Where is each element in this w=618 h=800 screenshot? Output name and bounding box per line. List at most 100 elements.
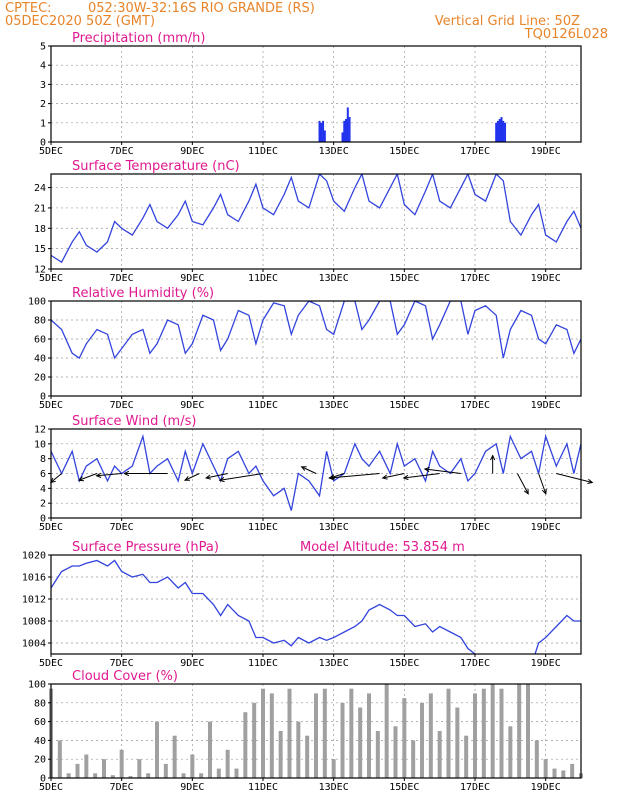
x-tick-label: 19DEC (531, 782, 561, 793)
panel-frame (50, 300, 582, 397)
series-line (51, 174, 581, 264)
cloud-cover-bar (428, 693, 433, 778)
panel-title: Surface Wind (m/s) (72, 414, 196, 429)
precip-bar (502, 120, 505, 142)
wind-arrow-head (490, 454, 496, 461)
y-tick-label: 12 (34, 265, 46, 276)
x-tick-label: 9DEC (180, 522, 204, 533)
wind-arrow-head (95, 472, 102, 478)
wind-arrow (49, 473, 62, 484)
y-tick-label: 5 (40, 42, 46, 53)
wind-arrow-head (587, 478, 594, 484)
panel-4: 1004 1008 1012 1016 1020 5DEC 7DEC 9DEC 11DEC 13D… (22, 540, 582, 669)
wind-arrow (218, 473, 264, 483)
y-tick-label: 4 (40, 61, 46, 72)
x-tick-label: 11DEC (248, 400, 278, 411)
x-tick-label: 19DEC (531, 273, 561, 284)
x-tick-label: 17DEC (460, 273, 490, 284)
cloud-cover-bar (464, 735, 469, 778)
x-tick-label: 15DEC (389, 782, 419, 793)
wind-arrow-shaft (538, 473, 547, 494)
wind-arrow-shaft (329, 473, 380, 479)
x-tick-label: 11DEC (248, 273, 278, 284)
wind-arrow (328, 473, 380, 481)
wind-arrow (204, 473, 228, 480)
cloud-cover-bar (128, 776, 133, 778)
panel-2: 0 20 40 60 80 100 5DEC 7DEC 9DEC 11DEC 13DEC 15DEC 1… (28, 286, 582, 411)
panel-title: Relative Humidity (%) (72, 286, 214, 301)
cloud-cover-bar (243, 712, 248, 778)
wind-arrow-head (423, 466, 430, 473)
x-tick-label: 15DEC (389, 522, 419, 533)
precip-bar (500, 117, 503, 142)
cloud-cover-bar (93, 773, 98, 778)
wind-arrow (95, 472, 122, 478)
cloud-cover-bar (402, 698, 407, 778)
x-tick-label: 13DEC (319, 400, 349, 411)
wind-arrow-shaft (424, 468, 461, 474)
wind-arrow-head (523, 488, 529, 495)
wind-arrow-shaft (184, 473, 200, 481)
cloud-cover-bar (208, 721, 212, 778)
precip-bar (498, 118, 501, 142)
precip-bar (323, 130, 326, 142)
cloud-cover-bar (181, 773, 186, 778)
wind-arrow (516, 473, 529, 495)
y-tick-label: 80 (34, 316, 46, 327)
cloud-cover-bar (358, 707, 363, 778)
y-tick-label: 40 (34, 354, 46, 365)
panel-title: Surface Temperature (nC) (72, 159, 240, 174)
x-tick-label: 7DEC (110, 273, 134, 284)
series-line (51, 301, 581, 360)
x-tick-label: 5DEC (39, 400, 63, 411)
cloud-cover-bar (455, 707, 460, 778)
x-tick-label: 15DEC (389, 658, 419, 669)
cloud-cover-bar (340, 702, 345, 778)
cloud-cover-bar (234, 768, 239, 778)
precip-bar (504, 122, 507, 142)
x-tick-label: 11DEC (248, 658, 278, 669)
header-grid-note: Vertical Grid Line: 50Z (435, 14, 580, 29)
y-tick-label: 0 (40, 392, 46, 403)
panel-frame (50, 45, 582, 143)
cloud-cover-bar (252, 702, 257, 778)
cloud-cover-bar (393, 726, 398, 778)
x-tick-label: 19DEC (531, 400, 561, 411)
x-tick-label: 9DEC (180, 273, 204, 284)
x-tick-label: 17DEC (460, 782, 490, 793)
x-tick-label: 19DEC (531, 658, 561, 669)
panel-annotation: Model Altitude: 53.854 m (300, 540, 465, 555)
y-tick-label: 1020 (22, 551, 46, 562)
wind-arrow-head (300, 466, 307, 471)
wind-arrow-shaft (516, 473, 529, 494)
x-tick-label: 13DEC (319, 273, 349, 284)
header-run-id: TQ0126L028 (524, 27, 608, 42)
wind-arrow-shaft (78, 473, 98, 481)
x-tick-label: 9DEC (180, 400, 204, 411)
y-tick-label: 1012 (22, 595, 46, 606)
cloud-cover-bar (349, 688, 354, 778)
cloud-cover-bar (561, 770, 566, 778)
wind-arrow (123, 470, 168, 477)
x-tick-label: 7DEC (110, 146, 134, 157)
x-tick-label: 7DEC (110, 400, 134, 411)
x-tick-label: 7DEC (110, 782, 134, 793)
cloud-cover-bar (305, 735, 310, 778)
wind-arrow (300, 466, 317, 474)
precip-bar (318, 120, 321, 142)
wind-arrow (183, 473, 200, 481)
x-tick-label: 5DEC (39, 146, 63, 157)
wind-arrow-head (541, 488, 547, 495)
cloud-cover-bar (269, 693, 274, 778)
panel-5: 0 20 40 60 80 100 5DEC 7DEC 9DEC 11DEC 13DEC 15DEC 1… (28, 669, 583, 793)
panel-title: Surface Pressure (hPa) (72, 540, 219, 555)
cloud-cover-bar (543, 759, 548, 778)
wind-arrow-head (381, 474, 388, 480)
x-tick-label: 17DEC (460, 658, 490, 669)
wind-arrow-shaft (50, 473, 62, 483)
panel-3: 0 2 4 6 8 10 12 5DEC 7DEC 9DEC 11DEC 13DEC 15DEC 17DE… (34, 414, 594, 533)
wind-arrow (77, 473, 98, 482)
cloud-cover-bar (367, 693, 371, 778)
precip-bar (343, 120, 346, 142)
